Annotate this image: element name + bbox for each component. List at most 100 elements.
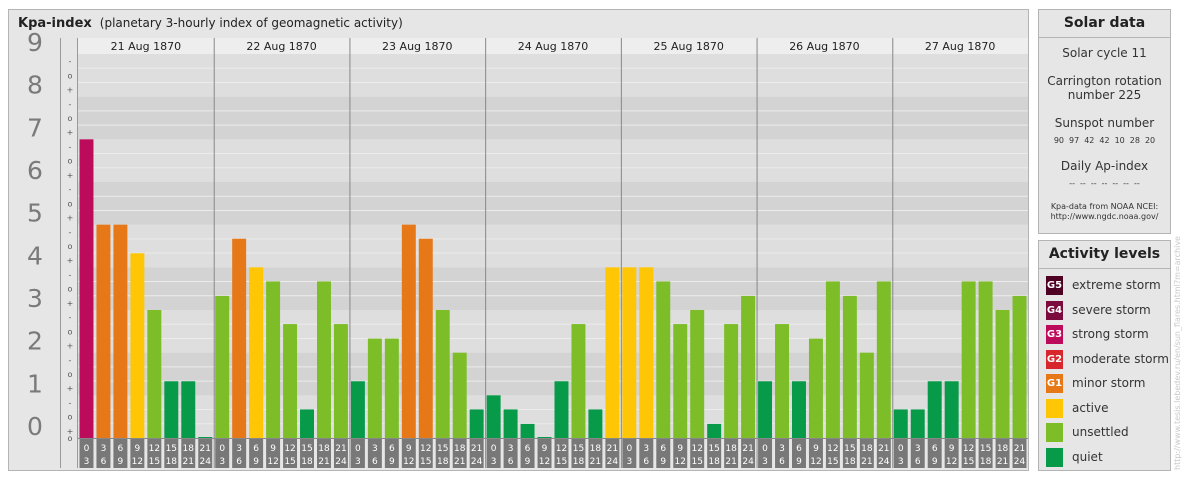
interval-box [622,439,637,468]
activity-level-label: active [1072,400,1109,415]
interval-box [808,439,823,468]
interval-end-label: 9 [118,457,124,467]
interval-start-label: 6 [796,444,802,454]
kp-bar [181,381,196,438]
interval-box [927,439,942,468]
interval-box [113,439,128,468]
interval-box [333,439,348,468]
kp-bar [249,267,264,438]
interval-box [452,439,467,468]
interval-end-label: 3 [84,457,90,467]
kp-bar [876,281,891,438]
interval-start-label: 6 [118,444,124,454]
interval-end-label: 3 [898,457,904,467]
interval-start-label: 12 [963,444,974,454]
band-4 [78,224,1028,268]
kp-bar [283,324,298,438]
solar-data-panel: Solar data Solar cycle 11 Carrington rot… [1038,9,1171,234]
day-label: 22 Aug 1870 [246,40,316,53]
kp-bar [673,324,688,438]
interval-end-label: 12 [675,457,686,467]
interval-end-label: 24 [471,457,483,467]
sunspot-label: Sunspot number [1054,116,1155,130]
kp-bar [605,267,620,438]
interval-start-label: 9 [949,444,955,454]
interval-end-label: 3 [626,457,632,467]
y-tick-label: 6 [27,156,43,185]
chart-title: Kpa-index (planetary 3-hourly index of ge… [18,16,403,31]
activity-level-swatch [1046,447,1063,467]
interval-end-label: 15 [556,457,567,467]
interval-end-label: 24 [200,457,212,467]
interval-box [350,439,365,468]
sub-tick-label: - [69,185,72,194]
interval-start-label: 0 [898,444,904,454]
sub-tick-label: - [69,270,72,279]
interval-box [198,439,213,468]
interval-start-label: 0 [219,444,225,454]
kp-bar [741,295,756,438]
kp-bar [147,310,162,438]
kp-bar [707,423,722,438]
interval-box [554,439,569,468]
interval-box [859,439,874,468]
sunspot-value: 42 [1099,136,1110,145]
interval-box [384,439,399,468]
interval-box [503,439,518,468]
interval-start-label: 15 [573,444,584,454]
kp-bar [164,381,179,438]
interval-end-label: 12 [810,457,821,467]
interval-end-label: 9 [525,457,531,467]
interval-start-label: 3 [236,444,242,454]
y-tick-label: 7 [27,113,43,142]
interval-start-label: 21 [607,444,618,454]
activity-level-row: unsettled [1039,421,1170,446]
sunspot-value: 28 [1129,136,1140,145]
sub-tick-label: o [68,370,73,379]
interval-box [537,439,552,468]
activity-level-swatch: G4 [1046,300,1063,320]
kp-bar [978,281,993,438]
kp-bar [266,281,281,438]
interval-end-label: 12 [267,457,278,467]
interval-end-label: 24 [1014,457,1026,467]
sunspot-values: 90 97 42 42 10 28 20 [1039,136,1170,145]
interval-end-label: 21 [454,457,465,467]
interval-box [588,439,603,468]
interval-end-label: 6 [508,457,514,467]
interval-end-label: 9 [389,457,395,467]
kp-bar [758,381,773,438]
kp-bar [859,352,874,438]
activity-level-label: strong storm [1072,327,1149,341]
interval-start-label: 6 [389,444,395,454]
kp-bar [503,409,518,438]
kp-bar [842,295,857,438]
kp-bar [79,139,94,439]
ap-value: -- [1101,179,1108,188]
kp-bar [927,381,942,438]
interval-box [232,439,247,468]
interval-start-label: 3 [779,444,785,454]
interval-box [96,439,111,468]
kp-bar [961,281,976,438]
y-tick-label: 0 [27,412,43,441]
y-tick-label: 5 [27,199,43,228]
kp-bar [622,267,637,438]
interval-end-label: 24 [742,457,754,467]
kp-bar [418,238,433,438]
interval-end-label: 18 [708,457,720,467]
ap-value: -- [1069,179,1076,188]
interval-end-label: 18 [844,457,856,467]
day-label: 24 Aug 1870 [518,40,588,53]
ap-values: -- -- -- -- -- -- -- [1039,179,1170,188]
interval-start-label: 15 [166,444,177,454]
interval-box [792,439,806,468]
y-tick-label: 3 [27,284,43,313]
sub-tick-label: o [68,285,73,294]
interval-box [893,439,908,468]
interval-end-label: 3 [491,457,497,467]
interval-end-label: 6 [372,457,378,467]
interval-end-label: 21 [590,457,601,467]
interval-box [1012,439,1027,468]
interval-start-label: 18 [454,444,466,454]
